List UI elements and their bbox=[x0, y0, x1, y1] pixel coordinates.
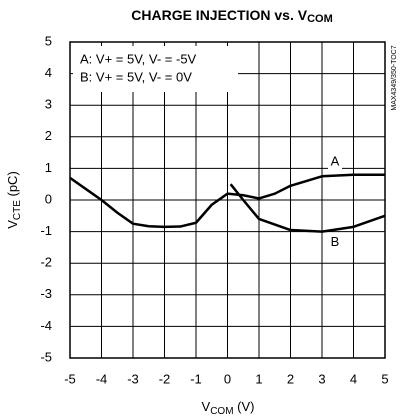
line-series bbox=[229, 183, 386, 233]
y-tick-label: -1 bbox=[40, 223, 52, 238]
legend-text: B: V+ = 5V, V- = 0V bbox=[80, 69, 192, 84]
x-tick-label: -2 bbox=[159, 371, 171, 386]
y-tick-label: 2 bbox=[45, 128, 52, 143]
y-tick-label: -4 bbox=[40, 318, 52, 333]
series-label: A bbox=[331, 154, 340, 169]
x-tick-label: -4 bbox=[96, 371, 108, 386]
x-tick-label: 5 bbox=[381, 371, 388, 386]
x-tick-label: 2 bbox=[287, 371, 294, 386]
y-tick-label: 1 bbox=[45, 160, 52, 175]
y-tick-label: -3 bbox=[40, 286, 52, 301]
x-tick-label: -1 bbox=[190, 371, 202, 386]
x-tick-label: -5 bbox=[64, 371, 76, 386]
x-tick-label: 1 bbox=[255, 371, 262, 386]
side-note: MAX4349/350-TOC7 bbox=[391, 45, 398, 110]
chart-title: CHARGE INJECTION vs. VCOM bbox=[131, 7, 333, 25]
legend-box bbox=[73, 46, 238, 92]
line-series bbox=[69, 173, 385, 229]
y-tick-label: -2 bbox=[40, 255, 52, 270]
legend-text: A: V+ = 5V, V- = -5V bbox=[80, 51, 197, 66]
x-tick-label: -3 bbox=[127, 371, 139, 386]
x-tick-label: 0 bbox=[224, 371, 231, 386]
series-label: B bbox=[331, 234, 340, 249]
y-tick-label: 5 bbox=[45, 33, 52, 48]
y-tick-label: -5 bbox=[40, 349, 52, 364]
series-label-bg bbox=[328, 234, 342, 251]
y-tick-label: 3 bbox=[45, 97, 52, 112]
plot-frame bbox=[69, 41, 386, 359]
x-axis-label: VCOM (V) bbox=[202, 399, 255, 416]
y-tick-label: 4 bbox=[45, 65, 52, 80]
series-label-bg bbox=[328, 154, 342, 171]
x-tick-label: 3 bbox=[318, 371, 325, 386]
x-tick-label: 4 bbox=[350, 371, 357, 386]
y-tick-label: 0 bbox=[45, 191, 52, 206]
y-axis-label: VCTE (pC) bbox=[5, 171, 22, 229]
